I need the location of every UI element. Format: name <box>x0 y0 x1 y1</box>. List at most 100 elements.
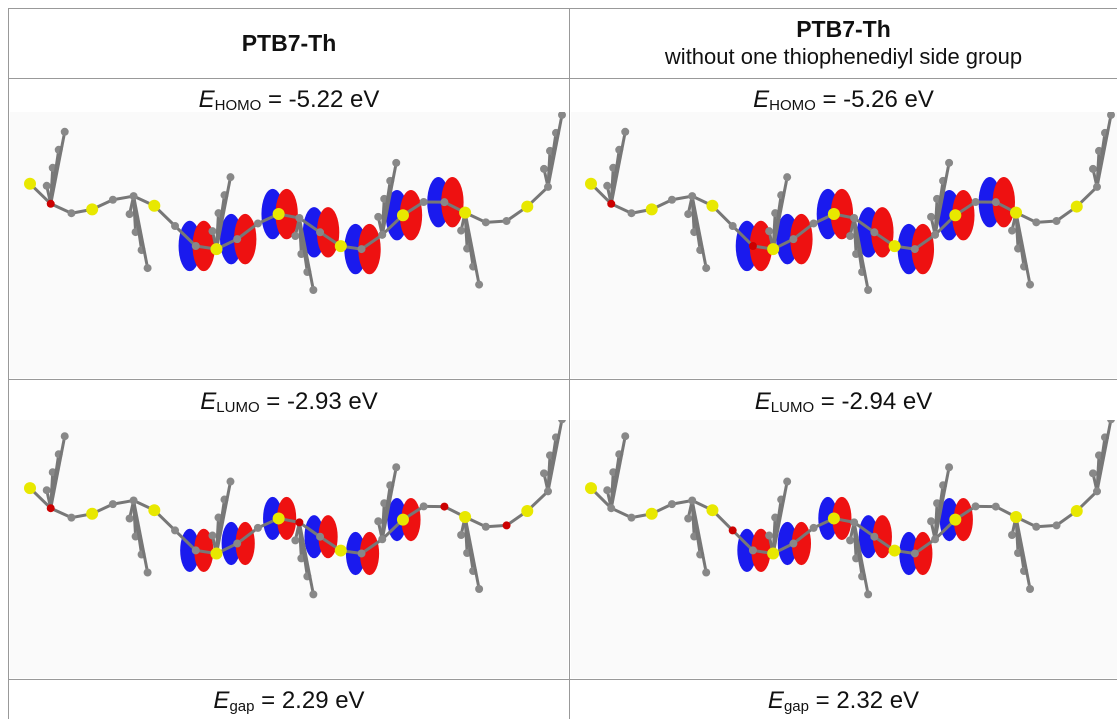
orbital-lobe <box>832 496 852 541</box>
bond <box>49 435 67 509</box>
symbol: E <box>753 86 770 113</box>
bond <box>913 538 936 555</box>
atom <box>1093 487 1101 496</box>
bond <box>933 466 951 540</box>
atom <box>864 590 873 599</box>
atom <box>459 511 472 524</box>
bond <box>380 466 398 540</box>
orbital-lobe <box>871 207 894 258</box>
bond <box>792 222 815 241</box>
atom <box>765 227 774 236</box>
atom <box>334 240 347 253</box>
value: = 2.32 eV <box>815 687 920 714</box>
orbital-lobe <box>790 213 813 265</box>
atom <box>316 228 325 237</box>
atom <box>767 547 780 560</box>
atom <box>440 198 449 207</box>
atom <box>1026 585 1035 594</box>
atom <box>316 532 325 541</box>
symbol: E <box>754 388 771 415</box>
atom <box>502 521 511 530</box>
atom <box>148 199 161 212</box>
rule <box>8 78 1117 79</box>
rule <box>8 8 1117 9</box>
atom <box>419 502 428 511</box>
atom <box>86 507 99 520</box>
atom <box>728 222 737 231</box>
atom <box>392 158 401 167</box>
atom <box>765 531 774 540</box>
value: = -5.22 eV <box>267 86 380 113</box>
atom <box>60 127 69 136</box>
atom <box>621 127 630 136</box>
bond <box>609 131 627 205</box>
atom <box>949 209 962 222</box>
atom <box>789 539 798 548</box>
subscript: HOMO <box>214 97 262 114</box>
bond <box>771 481 789 554</box>
subscript: LUMO <box>770 399 815 416</box>
bond <box>933 162 951 236</box>
bond <box>771 176 789 250</box>
atom <box>991 198 1000 207</box>
atom <box>226 477 235 486</box>
symbol: E <box>213 687 230 714</box>
atom <box>558 420 566 424</box>
atom <box>459 206 472 219</box>
lumo-orbital-image <box>10 420 568 678</box>
atom <box>108 195 117 204</box>
atom <box>129 496 138 505</box>
atom <box>46 199 55 208</box>
atom <box>86 203 99 216</box>
bond <box>690 500 708 573</box>
subscript: gap <box>229 698 255 715</box>
bond <box>852 522 870 595</box>
atom <box>253 219 262 228</box>
orbital-lobe <box>830 188 854 240</box>
atom <box>291 536 300 545</box>
atom <box>540 469 548 478</box>
bond <box>853 521 876 538</box>
atom <box>334 544 347 557</box>
orbital-lobe <box>953 497 973 542</box>
symbol: E <box>767 687 784 714</box>
atom <box>888 544 901 557</box>
atom <box>309 590 318 599</box>
atom <box>585 482 597 495</box>
atom <box>291 231 300 240</box>
orbital-lobe <box>992 176 1015 228</box>
bond <box>360 233 384 251</box>
bond <box>853 216 876 234</box>
atom <box>684 514 693 523</box>
atom <box>971 197 980 206</box>
bond <box>215 176 232 250</box>
atom <box>1032 522 1041 531</box>
column-subtitle: without one thiophenediyl side group <box>664 44 1023 69</box>
atom <box>927 517 936 526</box>
atom <box>233 539 242 548</box>
atom <box>1089 469 1097 478</box>
atom <box>125 514 134 523</box>
atom <box>125 210 134 219</box>
atom <box>419 197 428 206</box>
atom <box>42 486 51 495</box>
atom <box>688 496 697 505</box>
bond <box>132 195 150 269</box>
orbital-lobe <box>858 515 878 559</box>
atom <box>809 219 818 228</box>
atom <box>502 217 511 226</box>
atom <box>931 230 940 239</box>
atom <box>607 504 616 513</box>
atom <box>396 209 409 222</box>
atom <box>208 531 217 540</box>
atom <box>706 199 719 212</box>
atom <box>1008 531 1017 540</box>
bond <box>236 526 259 545</box>
atom <box>585 177 597 190</box>
atom <box>971 502 980 511</box>
value: = -2.94 eV <box>820 388 933 415</box>
bond <box>1014 212 1032 285</box>
bond <box>463 212 481 285</box>
atom <box>378 230 387 239</box>
